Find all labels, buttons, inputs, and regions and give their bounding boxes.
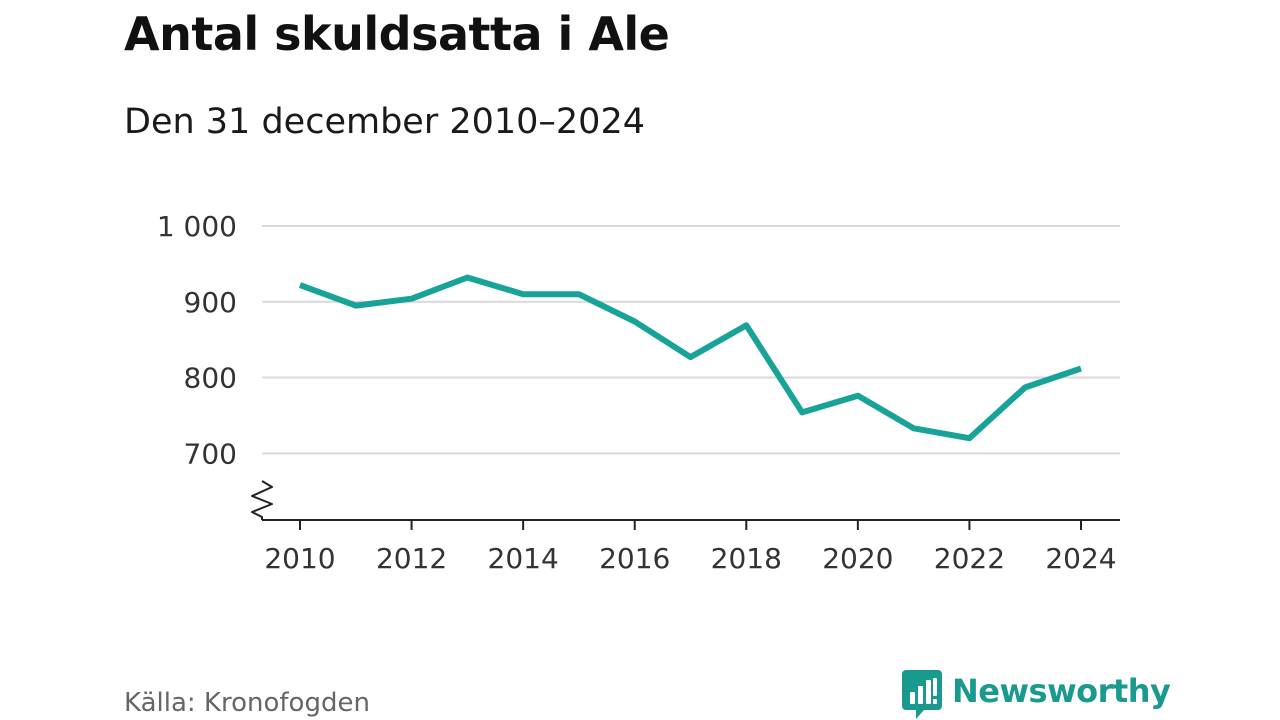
y-tick-label: 800	[184, 362, 237, 395]
data-point	[1078, 365, 1084, 371]
data-point	[632, 318, 638, 324]
x-tick-label: 2024	[1045, 542, 1116, 575]
source-note: Källa: Kronofogden	[124, 688, 370, 718]
brand-logo: Newsworthy	[902, 670, 1171, 720]
data-point	[464, 275, 470, 281]
data-point	[855, 393, 861, 399]
series-line	[298, 274, 1082, 442]
y-tick-label: 700	[184, 437, 237, 470]
chart-title: Antal skuldsatta i Ale	[124, 7, 670, 61]
data-point	[353, 303, 359, 309]
data-point	[520, 291, 526, 297]
x-tick-label: 2012	[376, 542, 447, 575]
data-point	[966, 435, 972, 441]
newsworthy-logo-icon	[902, 670, 942, 719]
x-tick-label: 2010	[264, 542, 335, 575]
brand-name: Newsworthy	[952, 672, 1171, 710]
data-point	[297, 282, 303, 288]
y-tick-label: 1 000	[157, 210, 237, 243]
data-point	[576, 291, 582, 297]
x-axis-tick-labels: 2010 2012 2014 2016 2018 2020 2022 2024	[264, 542, 1116, 575]
gridlines	[262, 225, 1120, 455]
x-tick-label: 2022	[934, 542, 1005, 575]
chart-subtitle: Den 31 december 2010–2024	[124, 102, 645, 142]
x-tick-label: 2018	[711, 542, 782, 575]
x-tick-label: 2020	[822, 542, 893, 575]
x-tick-label: 2014	[488, 542, 559, 575]
axis-break-symbol	[251, 480, 273, 520]
data-point	[911, 425, 917, 431]
series-layer	[297, 274, 1084, 442]
x-axis	[251, 480, 1120, 530]
data-point	[688, 354, 694, 360]
data-point	[799, 409, 805, 415]
y-tick-label: 900	[184, 286, 237, 319]
data-point	[1022, 384, 1028, 390]
y-axis-tick-labels: 700 800 900 1 000	[157, 210, 237, 470]
data-point	[409, 296, 415, 302]
x-tick-label: 2016	[599, 542, 670, 575]
data-point	[743, 322, 749, 328]
